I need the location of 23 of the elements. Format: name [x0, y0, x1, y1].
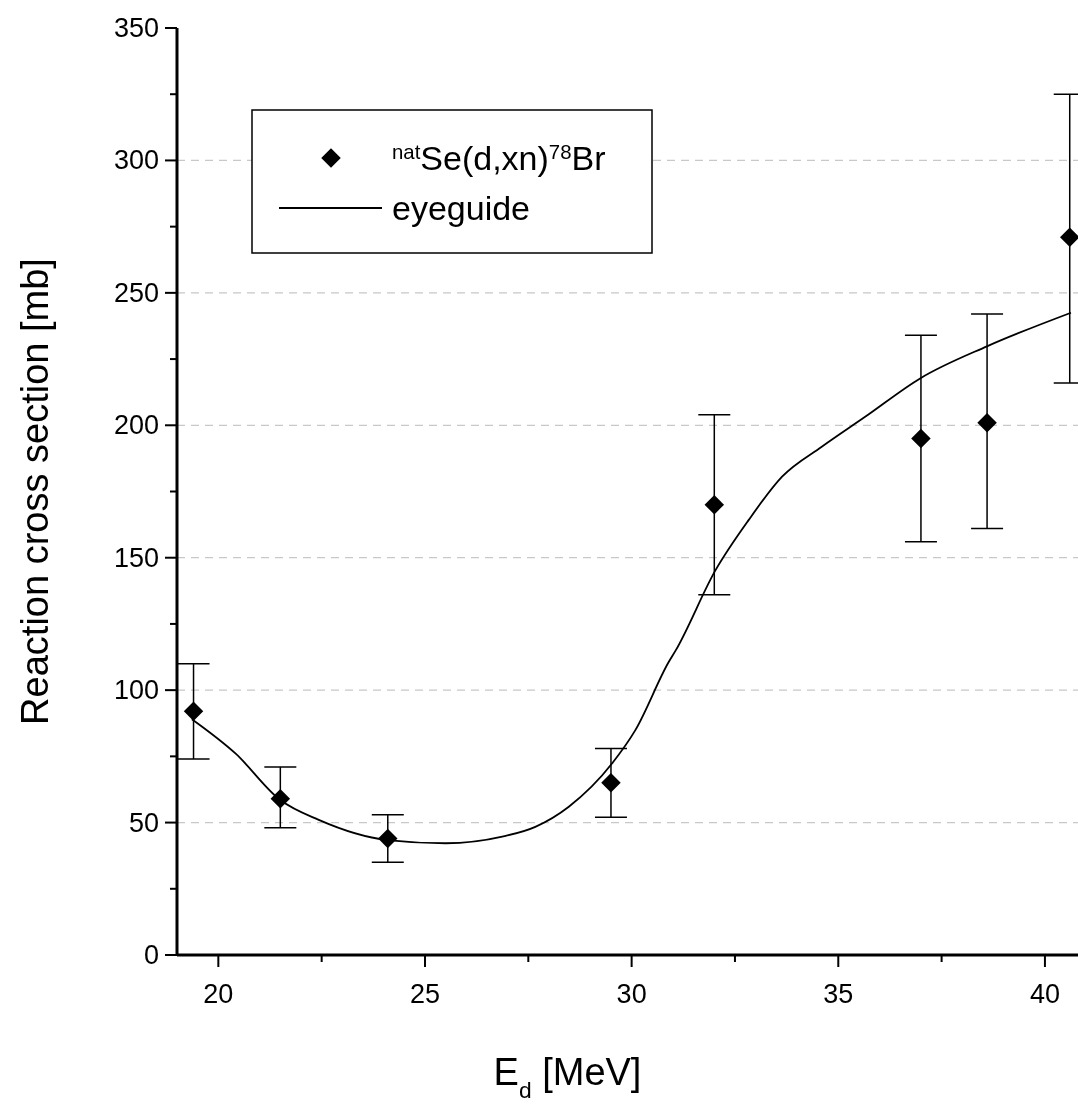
- y-axis-title: Reaction cross section [mb]: [14, 258, 56, 725]
- y-tick-label: 350: [113, 13, 159, 43]
- x-tick-label: 35: [823, 979, 854, 1009]
- x-tick-label: 40: [1029, 979, 1060, 1009]
- point: [601, 773, 621, 793]
- x-tick-label: 25: [409, 979, 441, 1009]
- point: [911, 428, 931, 449]
- legend-label: eyeguide: [392, 189, 531, 227]
- x-tick-label: 30: [616, 979, 647, 1009]
- point: [1059, 227, 1078, 247]
- y-tick-label: 250: [113, 277, 159, 308]
- point: [183, 701, 204, 722]
- y-tick-label: 100: [113, 675, 159, 706]
- x-axis-title: E$_{d}$ [MeV]: [493, 1051, 642, 1103]
- point: [704, 495, 725, 515]
- y-tick-label: 200: [113, 410, 159, 441]
- y-tick-label: 150: [113, 542, 159, 573]
- point: [977, 412, 997, 433]
- y-tick-label: 0: [143, 940, 159, 970]
- y-tick-label: 300: [113, 145, 159, 176]
- legend-label: $^{nat}$Se(d,xn)$^{78}$Br: [392, 139, 606, 177]
- x-tick-label: 20: [203, 979, 234, 1009]
- y-tick-label: 50: [128, 807, 159, 838]
